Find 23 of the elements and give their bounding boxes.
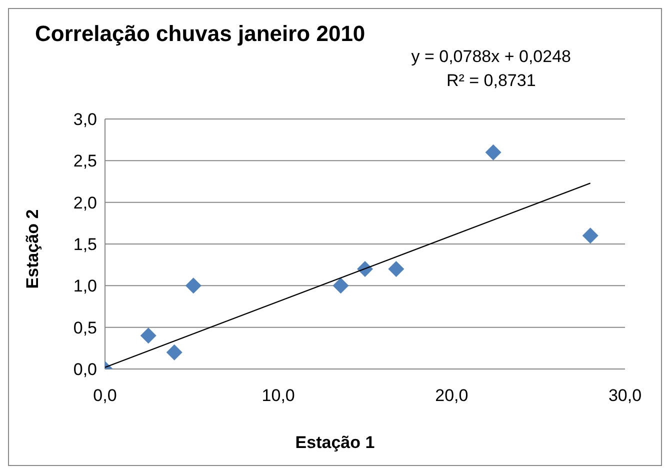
x-tick-label: 10,0 (262, 386, 295, 406)
y-tick-label: 2,5 (73, 152, 97, 171)
y-tick-label: 0,0 (73, 360, 97, 380)
text: y = 0,0788x + 0,0248 (411, 46, 571, 68)
point (332, 278, 349, 294)
y-axis-title: Estação 2 (23, 209, 43, 289)
x-tick-label: 0,0 (93, 386, 117, 406)
point (140, 328, 156, 344)
text: R² = 0,8731 (445, 70, 537, 92)
point (485, 144, 502, 160)
point (582, 228, 598, 244)
y-tick-label: 1,0 (73, 276, 97, 296)
y-tick-label: 3,0 (73, 110, 97, 130)
y-tick-label: 1,5 (73, 235, 97, 254)
x-tick-label: 30,0 (608, 386, 642, 406)
point (166, 344, 182, 360)
y-tick-label: 2,0 (73, 193, 97, 212)
point (388, 261, 404, 277)
y-tick-label: 0,5 (73, 318, 97, 338)
x-axis-title: Estação 1 (294, 433, 376, 453)
chart-title: Correlação chuvas janeiro 2010 (35, 21, 366, 47)
point (185, 278, 202, 294)
x-tick-label: 20,0 (435, 386, 468, 406)
